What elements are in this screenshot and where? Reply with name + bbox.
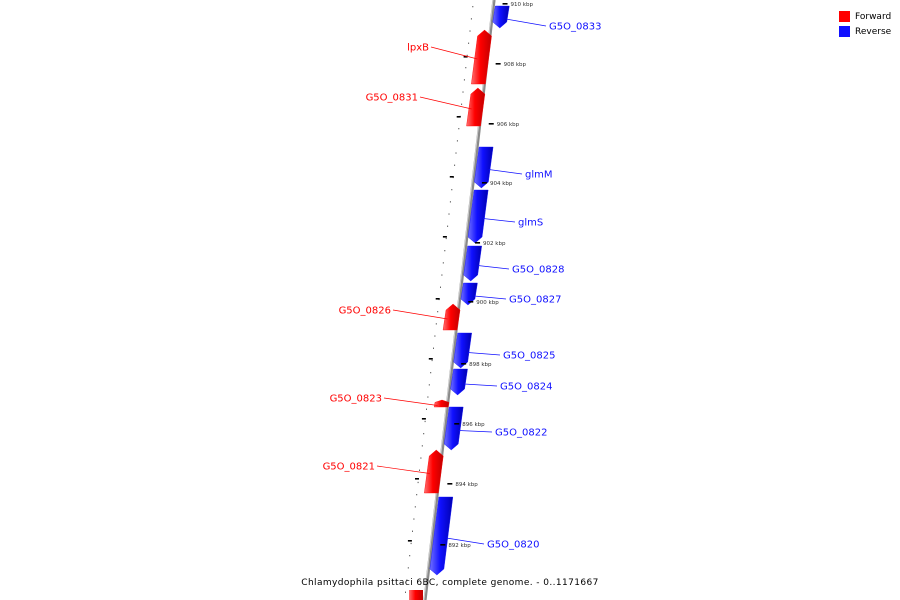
gene-g5o_0822[interactable]: G5O_0822: [444, 406, 547, 451]
gene-label[interactable]: G5O_0825: [503, 351, 555, 362]
gene-glms[interactable]: glmS: [467, 189, 543, 244]
gene-g5o_0824[interactable]: G5O_0824: [450, 368, 553, 396]
gene-connector: [505, 18, 547, 27]
gene-g5o_0828[interactable]: G5O_0828: [463, 245, 565, 282]
gene-arrow[interactable]: [433, 399, 450, 408]
gene-arrow[interactable]: [492, 5, 510, 29]
tick-label: 904 kbp: [490, 181, 513, 187]
tick-label: 906 kbp: [497, 122, 520, 128]
gene-connector: [376, 465, 430, 474]
scale-tick: 908 kbp: [495, 62, 527, 68]
tick-label: 900 kbp: [476, 300, 499, 306]
gene-g5o_0831[interactable]: G5O_0831: [366, 87, 486, 127]
gene-g5o_0821[interactable]: G5O_0821: [323, 449, 444, 494]
gene-g5o_0827[interactable]: G5O_0827: [460, 282, 562, 306]
tick-label: 896 kbp: [462, 422, 485, 428]
genome-caption: Chlamydophila psittaci 6BC, complete gen…: [301, 578, 599, 588]
gene-label[interactable]: glmM: [525, 170, 553, 181]
gene-arrow[interactable]: [442, 303, 461, 331]
legend-reverse-label: Reverse: [855, 26, 892, 37]
gene-g5o_0833[interactable]: G5O_0833: [492, 5, 602, 33]
gene-connector: [474, 295, 507, 300]
gene-label[interactable]: G5O_0824: [500, 382, 552, 393]
gene-g5o_0826[interactable]: G5O_0826: [339, 303, 461, 331]
gene-connector: [483, 218, 516, 223]
tick-label: 898 kbp: [469, 362, 492, 368]
gene-connector: [488, 169, 523, 175]
forward-swatch: [839, 11, 850, 22]
gene-arrow[interactable]: [474, 146, 494, 189]
gene-connector: [430, 46, 478, 60]
legend: Forward Reverse: [839, 9, 891, 39]
gene-arrow[interactable]: [467, 189, 489, 244]
tick-label: 902 kbp: [483, 241, 506, 247]
gene-lpxb[interactable]: lpxB: [407, 29, 492, 85]
gene-arrow[interactable]: [463, 245, 482, 282]
genes-layer: G5O_0833 lpxB G5O_0831 glmM glmS G5O_0828 G5O_…: [323, 5, 602, 600]
gene-label[interactable]: G5O_0827: [509, 295, 561, 306]
gene-arrow[interactable]: [471, 29, 492, 85]
scale-ticks: 910 kbp 908 kbp 906 kbp 904 kbp 902 kbp 900 k…: [440, 2, 533, 549]
gene-label[interactable]: lpxB: [407, 43, 429, 54]
ruler-dots: [405, 6, 474, 593]
scale-tick: 902 kbp: [475, 241, 506, 247]
gene-arrow[interactable]: [466, 87, 486, 127]
scale-tick: 910 kbp: [502, 2, 534, 8]
gene-label[interactable]: G5O_0823: [330, 394, 382, 405]
gene-g5o_0825[interactable]: G5O_0825: [453, 332, 556, 369]
gene-connector: [383, 397, 438, 406]
tick-label: 894 kbp: [455, 482, 478, 488]
scale-tick: 900 kbp: [468, 300, 499, 306]
scale-tick: 894 kbp: [447, 482, 478, 488]
gene-partial[interactable]: [409, 590, 423, 600]
gene-g5o_0823[interactable]: G5O_0823: [330, 394, 450, 408]
gene-label[interactable]: glmS: [518, 218, 543, 229]
gene-connector: [392, 309, 448, 320]
scale-tick: 898 kbp: [461, 362, 492, 368]
gene-g5o_0820[interactable]: G5O_0820: [429, 496, 540, 576]
gene-arrow[interactable]: [450, 368, 468, 396]
scale-tick: 892 kbp: [440, 543, 471, 549]
legend-forward: Forward: [839, 9, 891, 24]
gene-label[interactable]: G5O_0831: [366, 93, 418, 104]
gene-label[interactable]: G5O_0828: [512, 265, 564, 276]
scale-tick: 904 kbp: [481, 181, 513, 187]
scale-tick: 896 kbp: [454, 422, 485, 428]
gene-label[interactable]: G5O_0822: [495, 428, 547, 439]
gene-label[interactable]: G5O_0821: [323, 462, 375, 473]
gene-connector: [458, 430, 493, 433]
gene-connector: [446, 537, 485, 545]
reverse-swatch: [839, 26, 850, 37]
gene-arrow[interactable]: [429, 496, 454, 576]
legend-reverse: Reverse: [839, 24, 891, 39]
gene-connector: [477, 265, 510, 270]
scale-tick: 906 kbp: [488, 122, 520, 128]
gene-connector: [464, 383, 498, 387]
gene-label[interactable]: G5O_0820: [487, 540, 539, 551]
tick-label: 892 kbp: [448, 543, 471, 549]
legend-forward-label: Forward: [855, 11, 892, 22]
tick-label: 908 kbp: [504, 62, 527, 68]
gene-arrow[interactable]: [444, 406, 464, 451]
tick-label: 910 kbp: [511, 2, 534, 8]
gene-connector: [467, 352, 501, 356]
gene-arrow[interactable]: [424, 449, 444, 494]
gene-connector: [419, 96, 472, 110]
gene-glmm[interactable]: glmM: [474, 146, 553, 189]
gene-label[interactable]: G5O_0833: [549, 22, 601, 33]
gene-arrow[interactable]: [453, 332, 472, 369]
gene-label[interactable]: G5O_0826: [339, 306, 391, 317]
